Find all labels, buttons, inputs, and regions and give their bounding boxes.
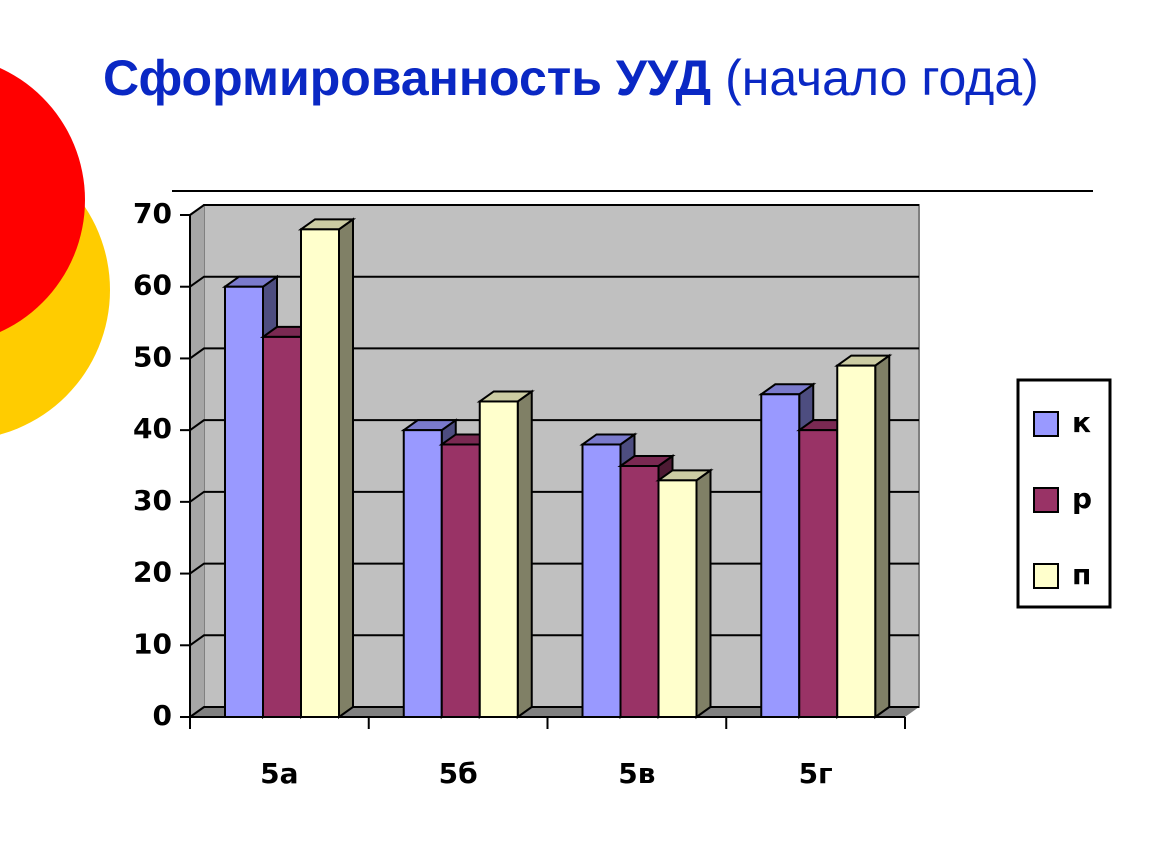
grid-line [189,419,919,431]
bar [834,353,893,719]
y-tick-label: 60 [133,269,172,302]
grid-line [189,347,919,360]
y-tick-label: 20 [133,556,172,589]
bar-front [402,429,443,718]
x-tick-label: 5б [439,757,478,790]
x-tick-label: 5в [618,757,655,790]
bar-side [516,389,533,719]
bar-front [262,335,302,718]
chart-subtitle: (начало года) [725,50,1039,106]
side-wall [190,205,204,717]
bar-front [300,228,340,718]
legend-label: п [1072,558,1091,591]
y-tick-label: 0 [153,699,172,732]
y-tick-label: 10 [133,627,172,660]
legend-swatch [1033,487,1059,513]
y-tick-label: 30 [133,484,172,517]
legend-label: р [1072,482,1092,515]
bar-front [760,393,801,718]
grid-line [189,204,919,216]
chart-title: Сформированность УУД [103,50,712,106]
bar-side [695,468,712,719]
y-tick-label: 40 [133,412,172,445]
y-tick-label: 70 [133,197,172,230]
bar-front [478,400,519,718]
bar [655,468,714,719]
legend-label: к [1072,406,1091,439]
legend-swatch [1033,563,1059,589]
title: Сформированность УУД (начало года) [103,44,1063,112]
bar [476,389,535,719]
bar [297,217,357,719]
bar-front [798,429,839,718]
x-tick-label: 5г [799,757,833,790]
floor [190,707,919,717]
bar-front [440,443,481,718]
bar-front [581,443,622,718]
x-tick-label: 5а [260,757,298,790]
y-tick-label: 50 [133,340,172,373]
bar-front [657,479,698,719]
grid-line [189,275,919,288]
bar-front [224,285,264,718]
legend-box [1016,378,1112,609]
bar-side [338,217,354,719]
decor-circle [0,68,85,332]
legend-swatch [1033,411,1059,437]
bar-side [874,353,891,719]
bar-front [836,364,877,718]
bar-front [619,465,660,718]
